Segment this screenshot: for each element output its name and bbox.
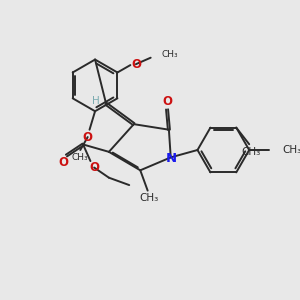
Text: O: O [89,161,99,174]
Text: CH₃: CH₃ [162,50,178,59]
Text: H: H [92,96,100,106]
Text: O: O [59,156,69,170]
Text: O: O [83,130,93,144]
Text: CH₃: CH₃ [282,145,300,155]
Text: O: O [162,94,172,108]
Text: CH₃: CH₃ [139,193,158,203]
Text: CH₃: CH₃ [242,147,261,157]
Text: N: N [166,152,177,165]
Text: CH₃: CH₃ [72,153,88,162]
Text: O: O [131,58,141,71]
